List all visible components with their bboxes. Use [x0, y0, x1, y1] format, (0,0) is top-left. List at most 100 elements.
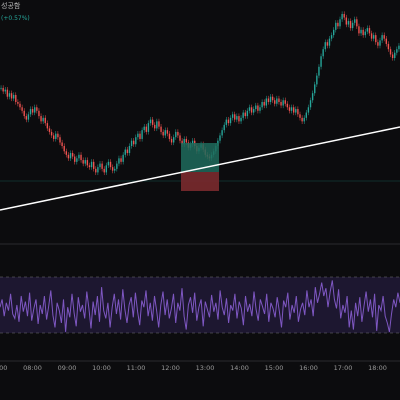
candle-body: [324, 42, 326, 50]
candle-body: [185, 138, 188, 143]
candle-body: [396, 49, 398, 53]
time-axis-label: 14:00: [230, 364, 249, 372]
candle-body: [12, 94, 15, 99]
candle-body: [311, 93, 314, 101]
candle-body: [147, 123, 150, 132]
candle-body: [52, 135, 55, 139]
long-position-loss-zone[interactable]: [181, 172, 219, 191]
candle-body: [320, 56, 322, 67]
candle-body: [372, 35, 375, 39]
candle-body: [0, 87, 2, 89]
candle-body: [265, 98, 268, 106]
candle-body: [90, 161, 93, 168]
candle-body: [322, 49, 324, 57]
time-axis-label: 11:00: [127, 364, 146, 372]
candle-body: [130, 140, 133, 146]
candle-body: [356, 19, 358, 27]
candle-body: [330, 35, 333, 39]
candle-body: [166, 130, 169, 134]
candle-body: [10, 93, 13, 99]
candle-body: [170, 138, 173, 143]
candle-body: [290, 107, 293, 111]
candle-body: [383, 35, 385, 39]
candle-body: [288, 107, 291, 111]
candle-body: [92, 161, 95, 169]
candle-body: [120, 158, 122, 162]
candle-body: [229, 117, 232, 124]
candle-body: [318, 66, 320, 76]
time-axis-label: 13:00: [196, 364, 215, 372]
candle-body: [360, 29, 362, 34]
candle-body: [391, 54, 394, 58]
trendline-tool[interactable]: [0, 126, 400, 211]
candle-body: [375, 35, 377, 43]
candle-body: [297, 109, 299, 115]
candle-body: [231, 114, 234, 118]
candle-body: [38, 110, 40, 117]
candle-body: [303, 117, 305, 122]
long-position-profit-zone[interactable]: [181, 143, 219, 172]
candle-body: [139, 133, 141, 139]
candle-body: [42, 117, 44, 122]
candle-body: [143, 126, 145, 131]
candle-body: [34, 107, 36, 113]
candle-body: [17, 102, 19, 104]
candle-body: [71, 153, 74, 157]
time-axis-label: 07:00: [0, 364, 7, 372]
candle-body: [351, 22, 354, 29]
candle-body: [69, 153, 72, 159]
candle-body: [389, 49, 392, 55]
candle-body: [335, 22, 337, 30]
candle-body: [124, 149, 126, 155]
time-axis-label: 08:00: [23, 364, 42, 372]
candle-body: [227, 119, 230, 124]
candle-body: [316, 75, 318, 85]
candle-body: [271, 96, 274, 101]
candle-body: [274, 100, 276, 104]
candle-body: [309, 100, 312, 108]
candle-body: [387, 43, 390, 50]
candle-body: [354, 19, 356, 23]
candle-body: [370, 33, 373, 39]
candle-body: [191, 140, 194, 145]
candle-body: [137, 133, 139, 138]
candle-body: [398, 45, 400, 50]
candle-body: [149, 119, 152, 124]
candle-body: [114, 168, 116, 171]
candle-body: [88, 165, 91, 168]
candle-body: [381, 35, 383, 41]
candle-body: [259, 107, 261, 111]
candle-body: [362, 29, 364, 36]
candle-body: [368, 28, 371, 34]
candle-body: [301, 117, 303, 122]
candle-body: [27, 114, 30, 120]
candle-body: [154, 124, 156, 129]
candle-body: [57, 133, 59, 138]
candle-body: [15, 94, 17, 102]
candle-body: [261, 102, 263, 108]
candle-body: [2, 87, 4, 92]
candle-body: [158, 121, 160, 127]
candle-body: [379, 40, 381, 46]
candle-body: [307, 107, 310, 113]
long-position-tool[interactable]: [181, 143, 219, 191]
candle-body: [242, 112, 244, 118]
candle-body: [107, 161, 110, 166]
candle-body: [76, 158, 78, 162]
candle-body: [141, 130, 143, 139]
candle-body: [101, 163, 103, 169]
time-axis[interactable]: 07:00 08:00 09:00 10:00 11:00 12:00 13:00 14:00…: [0, 364, 387, 372]
candle-body: [175, 131, 177, 138]
candle-body: [46, 123, 49, 129]
candle-body: [63, 146, 65, 152]
rsi-line: [0, 280, 400, 333]
candle-body: [181, 140, 183, 145]
candle-body: [65, 151, 68, 155]
candle-body: [280, 102, 282, 106]
candle-body: [284, 100, 286, 104]
candle-body: [292, 107, 295, 113]
time-axis-label: 17:00: [334, 364, 353, 372]
candle-body: [55, 133, 57, 139]
candle-body: [118, 158, 120, 164]
